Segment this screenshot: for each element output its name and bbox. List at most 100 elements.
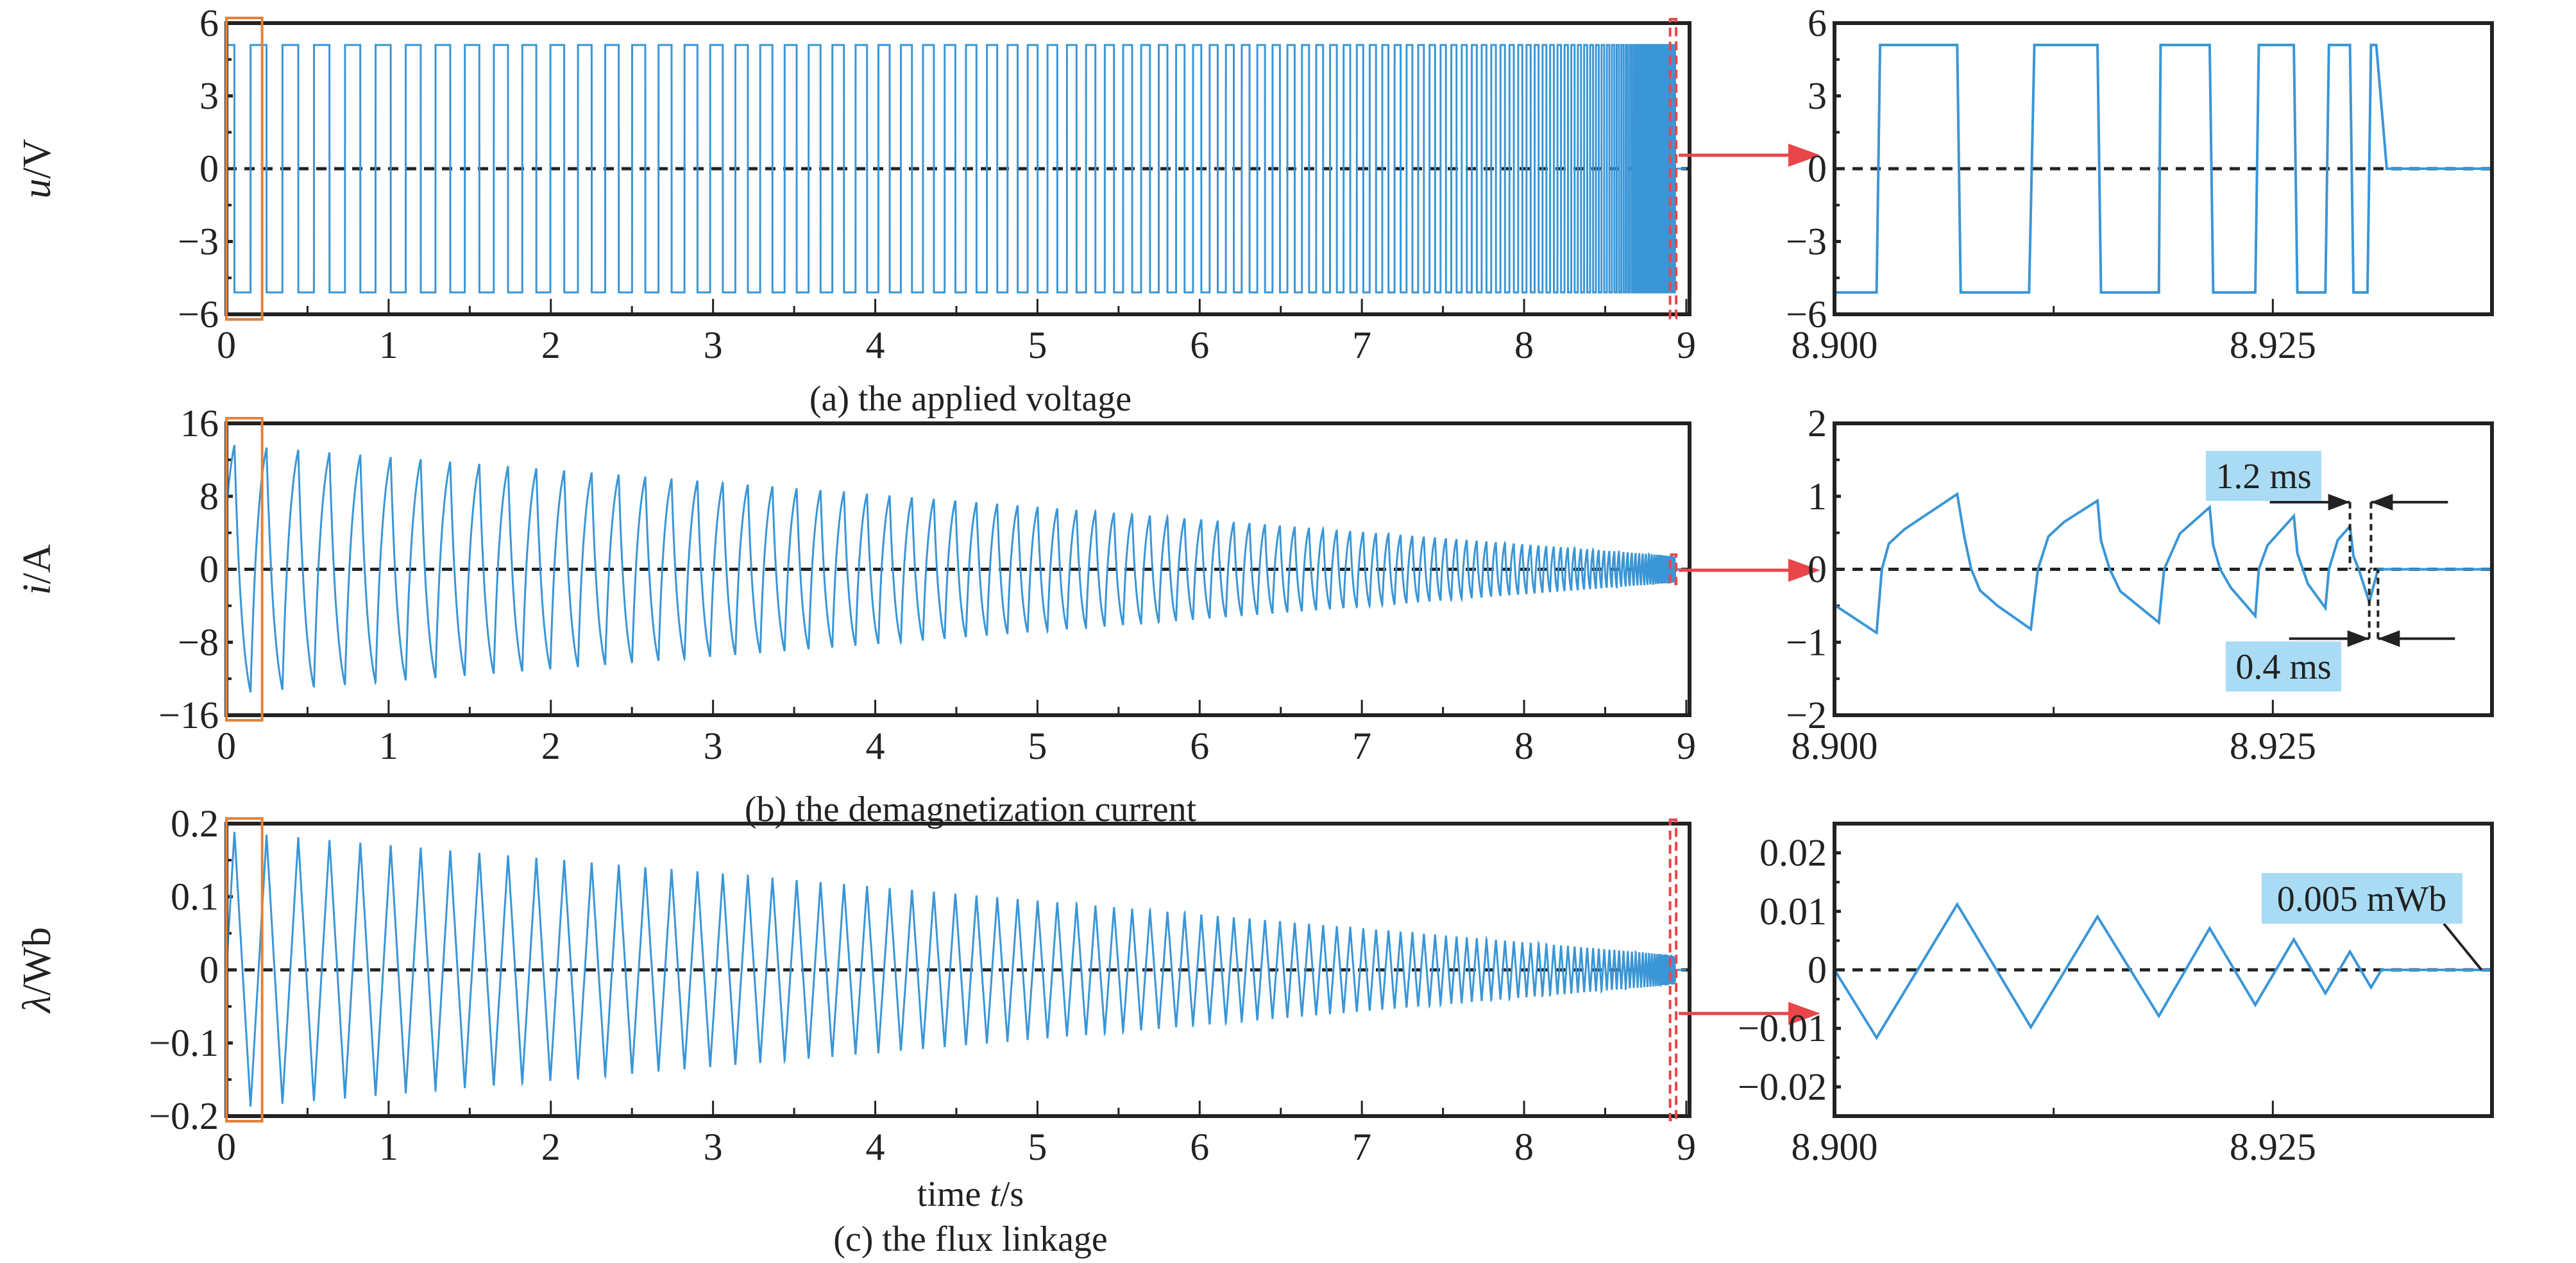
- voltage-inset-y-tick-label: 0: [1808, 148, 1827, 190]
- current-main-x-tick-label: 9: [1677, 725, 1696, 767]
- flux-main-x-tick-label: 9: [1677, 1126, 1696, 1168]
- voltage-main-x-tick-label: 7: [1352, 324, 1371, 366]
- voltage-main-x-tick-label: 1: [379, 324, 398, 366]
- flux-main-x-tick-label: 2: [541, 1126, 561, 1168]
- flux-main-y-tick-label: −0.2: [149, 1095, 219, 1137]
- current-y-label: i/A: [15, 544, 59, 595]
- voltage-inset-series-line: [1835, 44, 2492, 294]
- current-main-x-tick-label: 2: [541, 725, 561, 767]
- voltage-inset-y-tick-label: 3: [1808, 75, 1827, 117]
- current-main-x-tick-label: 5: [1028, 725, 1047, 767]
- voltage-main-x-tick-label: 6: [1190, 324, 1209, 366]
- voltage-end-zoom-box: [1668, 18, 1678, 319]
- flux-inset-y-tick-label: 0.02: [1759, 832, 1827, 874]
- current-main-y-tick-label: 0: [199, 548, 219, 591]
- voltage-inset-x-tick-label: 8.925: [2230, 324, 2316, 366]
- voltage-inset-y-tick-label: −6: [1786, 293, 1827, 335]
- flux-end-zoom-box: [1668, 818, 1678, 1121]
- annotation-box: [2226, 641, 2341, 691]
- flux-main-x-tick-label: 5: [1028, 1126, 1047, 1168]
- current-main-x-tick-label: 0: [217, 725, 236, 767]
- voltage-main-y-tick-label: 6: [199, 2, 219, 44]
- current-inset-x-tick-label: 8.900: [1792, 725, 1878, 767]
- current-main-y-tick-label: −16: [158, 694, 219, 736]
- current-main-y-tick-label: 16: [180, 402, 219, 445]
- annotation-leader-line: [2443, 922, 2483, 971]
- flux-main-x-tick-label: 8: [1514, 1126, 1534, 1168]
- current-start-zoom-box: [225, 417, 264, 722]
- voltage-inset-y-tick-label: −3: [1786, 221, 1827, 263]
- dimension-arrow-head: [2378, 630, 2400, 647]
- flux-inset-y-tick-label: 0: [1808, 949, 1827, 991]
- flux-main-x-tick-label: 0: [217, 1126, 236, 1168]
- voltage-main-y-tick-label: 3: [199, 75, 219, 117]
- voltage-main-x-tick-label: 4: [866, 324, 885, 366]
- voltage-caption: (a) the applied voltage: [809, 379, 1131, 419]
- voltage-main-x-tick-label: 3: [704, 324, 723, 366]
- voltage-y-label: u/V: [15, 139, 59, 198]
- flux-series-line: [225, 831, 1686, 1107]
- current-inset-y-tick-label: 0: [1808, 548, 1827, 591]
- voltage-inset-y-tick-label: 6: [1808, 2, 1827, 44]
- voltage-start-zoom-box: [225, 17, 264, 321]
- annotation-label: 0.4 ms: [2235, 647, 2331, 687]
- voltage-main-x-tick-label: 5: [1028, 324, 1047, 366]
- flux-inset-y-tick-label: 0.01: [1759, 890, 1827, 933]
- annotation-label: 1.2 ms: [2216, 457, 2311, 496]
- flux-start-zoom-box: [225, 817, 264, 1123]
- flux-main-x-tick-label: 3: [704, 1126, 723, 1168]
- voltage-main-y-tick-label: 0: [199, 148, 219, 190]
- voltage-series-line: [226, 44, 1686, 294]
- voltage-main-y-tick-label: −6: [178, 293, 219, 335]
- time-x-label: time t/s: [917, 1174, 1024, 1214]
- current-inset-x-tick-label: 8.925: [2230, 725, 2316, 767]
- current-main-y-tick-label: 8: [199, 475, 219, 518]
- flux-main-y-tick-label: 0: [199, 949, 219, 991]
- flux-inset-series-line: [1833, 902, 2492, 1040]
- voltage-inset-x-tick-label: 8.900: [1792, 324, 1878, 366]
- voltage-main-x-tick-label: 0: [217, 324, 236, 366]
- flux-main-x-tick-label: 4: [866, 1126, 885, 1168]
- current-zoom-arrow-head: [1788, 559, 1820, 582]
- current-inset-series-line: [1833, 491, 2492, 636]
- voltage-main-x-tick-label: 9: [1677, 324, 1696, 366]
- current-inset-frame: [1833, 421, 2494, 717]
- annotation-label: 0.005 mWb: [2277, 879, 2446, 919]
- voltage-main-y-tick-label: −3: [178, 221, 219, 263]
- flux-main-x-tick-label: 6: [1190, 1126, 1209, 1168]
- voltage-zoom-arrow-head: [1788, 144, 1820, 167]
- current-inset-y-tick-label: −2: [1786, 694, 1827, 736]
- flux-main-y-tick-label: −0.1: [149, 1022, 219, 1064]
- flux-y-label: λ/Wb: [15, 927, 59, 1014]
- dimension-arrow-head: [2371, 493, 2393, 511]
- current-main-x-tick-label: 7: [1352, 725, 1371, 767]
- current-main-y-tick-label: −8: [178, 621, 219, 663]
- voltage-inset-frame: [1833, 21, 2494, 316]
- current-end-zoom-box: [1668, 553, 1678, 586]
- flux-inset-y-tick-label: −0.01: [1738, 1007, 1827, 1049]
- current-main-x-tick-label: 4: [866, 725, 885, 767]
- voltage-main-x-tick-label: 2: [541, 324, 561, 366]
- current-main-x-tick-label: 3: [704, 725, 723, 767]
- flux-caption: (c) the flux linkage: [833, 1219, 1108, 1259]
- dimension-arrow-head: [2347, 630, 2369, 647]
- flux-main-x-tick-label: 1: [379, 1126, 398, 1168]
- current-main-x-tick-label: 8: [1514, 725, 1534, 767]
- current-series-line: [225, 445, 1686, 693]
- current-main-x-tick-label: 6: [1190, 725, 1209, 767]
- flux-inset-x-tick-label: 8.925: [2230, 1126, 2316, 1168]
- voltage-main-x-tick-label: 8: [1514, 324, 1534, 366]
- flux-main-y-tick-label: 0.2: [171, 802, 219, 845]
- flux-inset-frame: [1833, 822, 2494, 1118]
- flux-main-x-tick-label: 7: [1352, 1126, 1371, 1168]
- flux-inset-y-tick-label: −0.02: [1738, 1065, 1827, 1108]
- flux-zoom-arrow-head: [1788, 1002, 1820, 1025]
- annotation-box: [2262, 873, 2462, 924]
- current-caption: (b) the demagnetization current: [745, 790, 1197, 829]
- dimension-arrow-head: [2328, 493, 2350, 511]
- flux-main-y-tick-label: 0.1: [171, 876, 219, 918]
- current-main-x-tick-label: 1: [379, 725, 398, 767]
- current-inset-y-tick-label: 1: [1808, 475, 1827, 518]
- annotation-box: [2206, 451, 2321, 501]
